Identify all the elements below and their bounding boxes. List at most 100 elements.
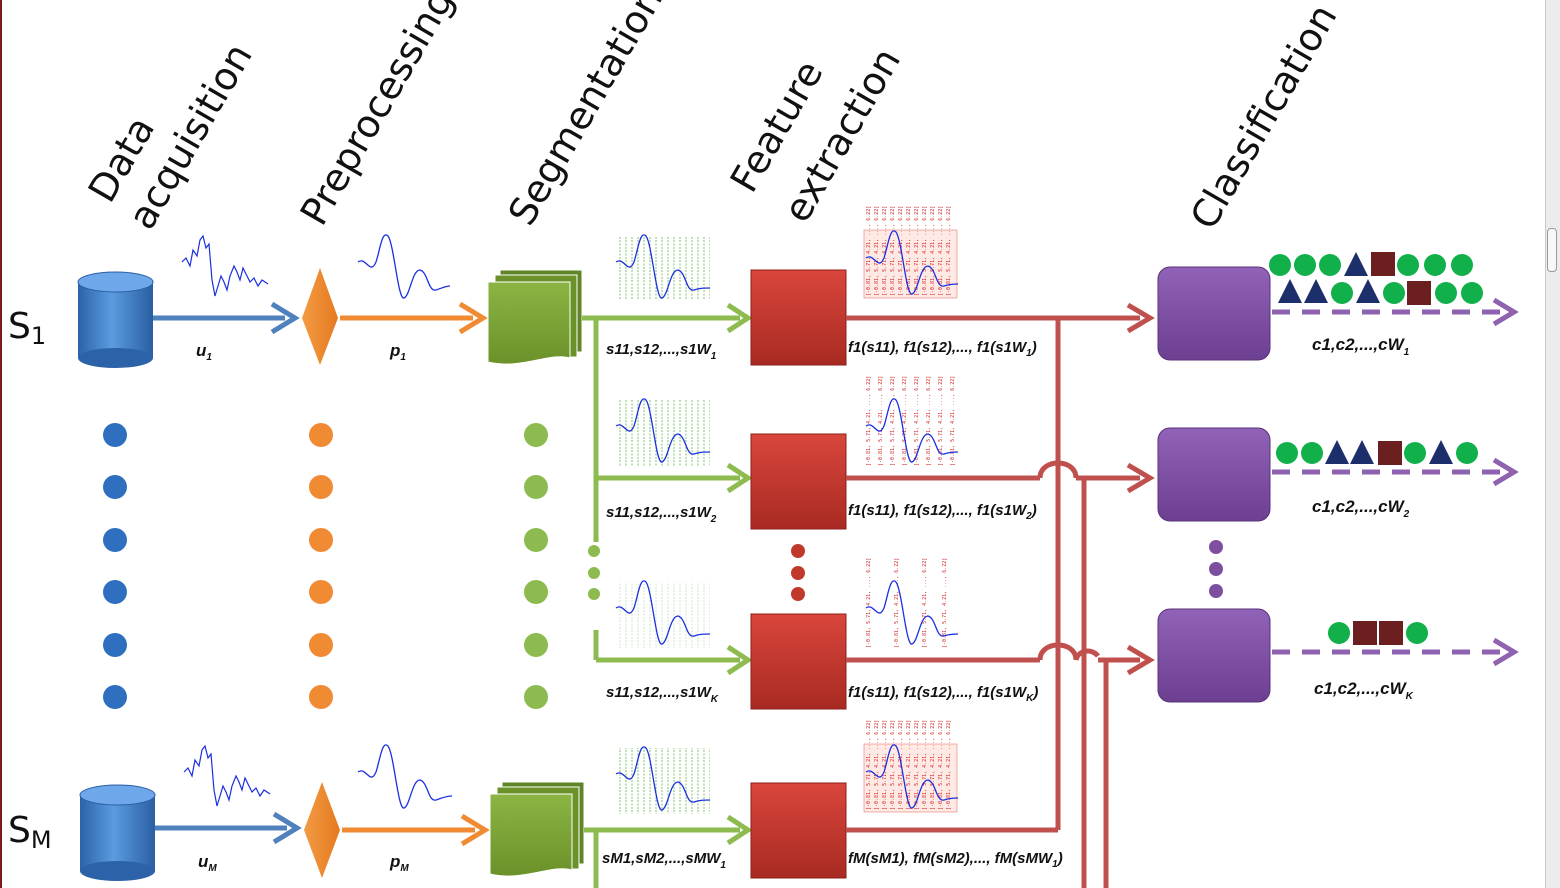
feature-routing-lines: [846, 302, 1155, 888]
class-sequence-w2: [1276, 440, 1478, 465]
svg-text:[-0.81, 5.71, 4.21, ..., 6.22]: [-0.81, 5.71, 4.21, ..., 6.22]: [906, 206, 912, 296]
classifier-box-w1: [1157, 266, 1271, 361]
segment-label-w1: s11,s12,...,s1W1: [606, 341, 717, 362]
segmentation-stack-sm: [489, 781, 585, 877]
preprocessing-diamond-s1: [302, 268, 338, 365]
ellipsis-dots-segmentation: [524, 423, 548, 709]
segment-branches-s1: [582, 302, 753, 676]
svg-text:[-0.81, 5.71, 4.21, ..., 6.22]: [-0.81, 5.71, 4.21, ..., 6.22]: [914, 376, 920, 466]
segmentation-stack-s1: [487, 269, 583, 365]
svg-text:[-0.81, 5.71, 4.21, ..., 6.22]: [-0.81, 5.71, 4.21, ..., 6.22]: [882, 720, 888, 810]
arrow-p1: [340, 301, 488, 335]
svg-text:[-0.81, 5.71, 4.21, ..., 6.22]: [-0.81, 5.71, 4.21, ..., 6.22]: [930, 206, 936, 296]
database-icon-sm: [79, 784, 156, 881]
segment-label-w2: s11,s12,...,s1W2: [606, 504, 717, 525]
classifier-box-w2: [1157, 427, 1271, 522]
window-left-edge: [0, 0, 2, 888]
ellipsis-dots-classification: [1209, 540, 1223, 598]
arrow-u1: [153, 301, 300, 335]
feature-box-m1: [750, 782, 847, 879]
feature-label-w2: f1(s11), f1(s12),..., f1(s1W2): [848, 502, 1037, 522]
svg-text:[-0.81, 5.71, 4.21, ..., 6.22]: [-0.81, 5.71, 4.21, ..., 6.22]: [938, 206, 944, 296]
label-p1: p1: [389, 341, 406, 363]
svg-text:[-0.81, 5.71, 4.21, ..., 6.22]: [-0.81, 5.71, 4.21, ..., 6.22]: [878, 376, 884, 466]
row-label-sm: SM: [8, 810, 52, 854]
feature-thumbnail-m1: [-0.81, 5.71, 4.21, ..., 6.22] [-0.81, 5…: [863, 720, 959, 813]
svg-text:[-0.81, 5.71, 4.21, ..., 6.22]: [-0.81, 5.71, 4.21, ..., 6.22]: [946, 206, 952, 296]
class-label-wk: c1,c2,...,cWK: [1314, 679, 1414, 702]
output-arrow-w1: [1272, 297, 1519, 327]
segment-branches-sm: [584, 814, 753, 888]
segment-thumbnail-m1: [615, 746, 711, 814]
preprocessed-signal-sm: [357, 744, 453, 809]
feature-box-w2: [750, 433, 847, 530]
feature-thumbnail-w2: [-0.81, 5.71, 4.21, ..., 6.22] [-0.81, 5…: [865, 376, 959, 466]
svg-text:[-0.81, 5.71, 4.21, ..., 6.22]: [-0.81, 5.71, 4.21, ..., 6.22]: [882, 206, 888, 296]
row-label-s1: S1: [8, 306, 46, 350]
svg-text:[-0.81, 5.71, 4.21, ..., 6.22]: [-0.81, 5.71, 4.21, ..., 6.22]: [922, 720, 928, 810]
class-sequence-wk: [1328, 621, 1428, 645]
segment-thumbnail-wk: [615, 580, 711, 648]
arrow-um: [155, 811, 302, 845]
output-arrow-w2: [1272, 457, 1519, 487]
scrollbar-thumb[interactable]: [1547, 228, 1557, 272]
classifier-box-wk: [1157, 608, 1271, 703]
database-icon-s1: [77, 271, 154, 368]
raw-signal-s1: [181, 234, 269, 297]
svg-text:[-0.81, 5.71, 4.21, ..., 6.22]: [-0.81, 5.71, 4.21, ..., 6.22]: [874, 720, 880, 810]
segment-thumbnail-w2: [615, 398, 711, 466]
svg-text:[-0.81, 5.71, 4.21, ..., 6.22]: [-0.81, 5.71, 4.21, ..., 6.22]: [894, 558, 900, 648]
stage-label-segmentation: Segmentation: [500, 0, 672, 233]
class-sequence-w1-bottom: [1278, 279, 1483, 305]
ellipsis-dots-features: [791, 544, 805, 601]
svg-text:[-0.81, 5.71, 4.21, ..., 6.22]: [-0.81, 5.71, 4.21, ..., 6.22]: [926, 376, 932, 466]
segment-thumbnail-w1: [615, 234, 711, 300]
svg-text:[-0.81, 5.71, 4.21, ..., 6.22]: [-0.81, 5.71, 4.21, ..., 6.22]: [874, 206, 880, 296]
label-um: uM: [198, 852, 217, 874]
ellipsis-dots-segment-windows: [588, 545, 600, 600]
stage-label-classification: Classification: [1182, 0, 1346, 237]
feature-thumbnail-wk: [-0.81, 5.71, 4.21, ..., 6.22] [-0.81, 5…: [865, 558, 959, 648]
stage-header-feature-extraction: Feature extraction: [722, 41, 909, 230]
vertical-scrollbar[interactable]: [1545, 0, 1560, 888]
svg-text:[-0.81, 5.71, 4.21, ..., 6.22]: [-0.81, 5.71, 4.21, ..., 6.22]: [906, 720, 912, 810]
svg-text:[-0.81, 5.71, 4.21, ..., 6.22]: [-0.81, 5.71, 4.21, ..., 6.22]: [914, 720, 920, 810]
svg-text:[-0.81, 5.71, 4.21, ..., 6.22]: [-0.81, 5.71, 4.21, ..., 6.22]: [930, 720, 936, 810]
feature-thumbnail-w1: [-0.81, 5.71, 4.21, ..., 6.22] [-0.81, 5…: [863, 206, 959, 299]
feature-label-w1: f1(s11), f1(s12),..., f1(s1W1): [848, 339, 1037, 359]
feature-box-wk: [750, 613, 847, 710]
svg-text:[-0.81, 5.71, 4.21, ..., 6.22]: [-0.81, 5.71, 4.21, ..., 6.22]: [938, 376, 944, 466]
ellipsis-dots-preprocessing: [309, 423, 333, 709]
feature-box-w1: [750, 269, 847, 366]
svg-text:[-0.81, 5.71, 4.21, ..., 6.22]: [-0.81, 5.71, 4.21, ..., 6.22]: [866, 720, 872, 810]
stage-header-data-acquisition: Data acquisition: [80, 36, 261, 236]
class-label-w1: c1,c2,...,cW1: [1312, 335, 1410, 358]
segment-label-wk: s11,s12,...,s1WK: [606, 684, 719, 705]
output-arrow-wk: [1272, 637, 1519, 667]
ellipsis-dots-acquisition: [103, 423, 127, 709]
segment-label-m1: sM1,sM2,...,sMW1: [602, 850, 726, 871]
svg-text:[-0.81, 5.71, 4.21, ..., 6.22]: [-0.81, 5.71, 4.21, ..., 6.22]: [942, 558, 948, 648]
svg-text:[-0.81, 5.71, 4.21, ..., 6.22]: [-0.81, 5.71, 4.21, ..., 6.22]: [922, 206, 928, 296]
label-u1: u1: [196, 341, 212, 363]
class-sequence-w1-top: [1269, 252, 1473, 276]
svg-text:[-0.81, 5.71, 4.21, ..., 6.22]: [-0.81, 5.71, 4.21, ..., 6.22]: [866, 376, 872, 466]
feature-label-wk: f1(s11), f1(s12),..., f1(s1WK): [848, 684, 1038, 704]
svg-text:[-0.81, 5.71, 4.21, ..., 6.22]: [-0.81, 5.71, 4.21, ..., 6.22]: [950, 376, 956, 466]
arrow-pm: [342, 813, 490, 847]
svg-text:[-0.81, 5.71, 4.21, ..., 6.22]: [-0.81, 5.71, 4.21, ..., 6.22]: [890, 376, 896, 466]
preprocessed-signal-s1: [357, 234, 451, 299]
stage-label-preprocessing: Preprocessing: [292, 0, 463, 232]
preprocessing-diamond-sm: [304, 782, 340, 878]
svg-text:[-0.81, 5.71, 4.21, ..., 6.22]: [-0.81, 5.71, 4.21, ..., 6.22]: [938, 720, 944, 810]
svg-text:[-0.81, 5.71, 4.21, ..., 6.22]: [-0.81, 5.71, 4.21, ..., 6.22]: [890, 720, 896, 810]
svg-text:[-0.81, 5.71, 4.21, ..., 6.22]: [-0.81, 5.71, 4.21, ..., 6.22]: [902, 376, 908, 466]
svg-text:[-0.81, 5.71, 4.21, ..., 6.22]: [-0.81, 5.71, 4.21, ..., 6.22]: [946, 720, 952, 810]
svg-text:[-0.81, 5.71, 4.21, ..., 6.22]: [-0.81, 5.71, 4.21, ..., 6.22]: [866, 558, 872, 648]
svg-text:[-0.81, 5.71, 4.21, ..., 6.22]: [-0.81, 5.71, 4.21, ..., 6.22]: [866, 206, 872, 296]
label-pm: pM: [389, 852, 409, 874]
svg-text:[-0.81, 5.71, 4.21, ..., 6.22]: [-0.81, 5.71, 4.21, ..., 6.22]: [914, 206, 920, 296]
raw-signal-sm: [183, 744, 271, 807]
feature-label-m1: fM(sM1), fM(sM2),..., fM(sMW1): [848, 850, 1063, 870]
